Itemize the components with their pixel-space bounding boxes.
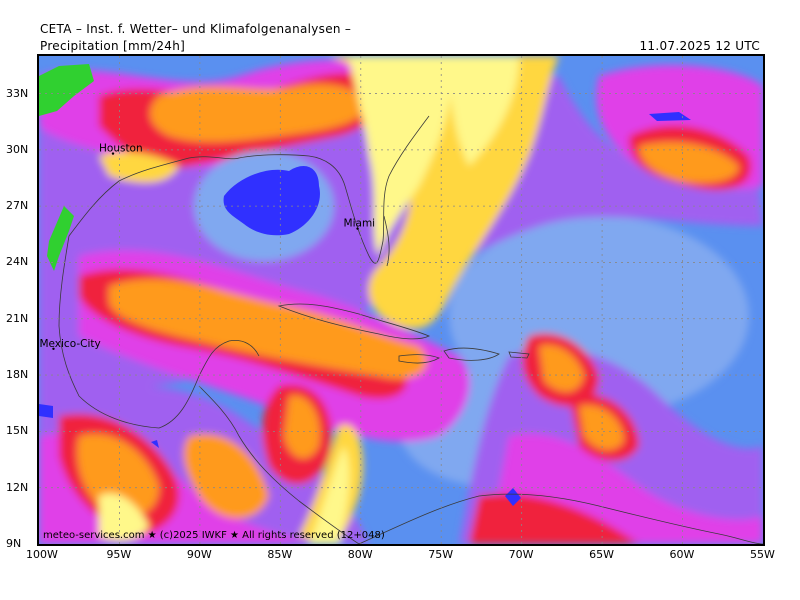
y-tick-label: 33N [6, 86, 29, 100]
x-tick-label: 100W [26, 548, 58, 561]
gulf-heavy-precip-core [223, 166, 320, 236]
graticule [39, 56, 763, 544]
texas-green-patch [47, 206, 74, 271]
city-marker [356, 227, 359, 230]
precip-field [39, 56, 763, 544]
precipitation-map: Houston Miami Mexico-City meteo-services.c… [37, 54, 765, 546]
x-tick-label: 85W [267, 548, 293, 561]
x-tick-label: 95W [106, 548, 132, 561]
city-marker [111, 152, 115, 155]
credit-line: meteo-services.com ★ (c)2025 IWKF ★ All … [43, 530, 385, 541]
pacific-heavy-precip-core-2 [151, 440, 159, 448]
pacific-heavy-precip-core [39, 404, 53, 418]
variable-label: Precipitation [mm/24h] [40, 39, 186, 53]
atlantic-heavy-precip-core [649, 112, 691, 121]
x-tick-label: 70W [508, 548, 534, 561]
x-tick-label: 90W [186, 548, 212, 561]
y-tick-label: 18N [6, 368, 29, 382]
x-tick-label: 75W [428, 548, 454, 561]
y-tick-label: 21N [6, 311, 29, 325]
y-tick-label: 30N [6, 142, 29, 156]
x-tick-label: 60W [669, 548, 695, 561]
coastlines [58, 115, 763, 544]
x-tick-label: 65W [589, 548, 614, 561]
y-tick-label: 27N [6, 199, 29, 213]
caribbean-heavy-precip-core [505, 488, 521, 506]
y-tick-label: 15N [6, 424, 29, 438]
chart-title: CETA – Inst. f. Wetter– und Klimafolgena… [40, 22, 352, 36]
city-label: Houston [99, 143, 143, 155]
y-tick-label: 12N [6, 480, 29, 494]
northwest-green-patch [39, 64, 94, 116]
city-label: Mexico-City [39, 338, 100, 350]
city-label: Miami [344, 218, 376, 230]
y-tick-label: 9N [6, 537, 22, 550]
y-tick-label: 24N [6, 255, 29, 269]
city-marker [52, 347, 55, 350]
valid-time: 11.07.2025 12 UTC [639, 39, 760, 53]
x-tick-label: 80W [347, 548, 373, 561]
x-tick-label: 55W [750, 548, 775, 561]
